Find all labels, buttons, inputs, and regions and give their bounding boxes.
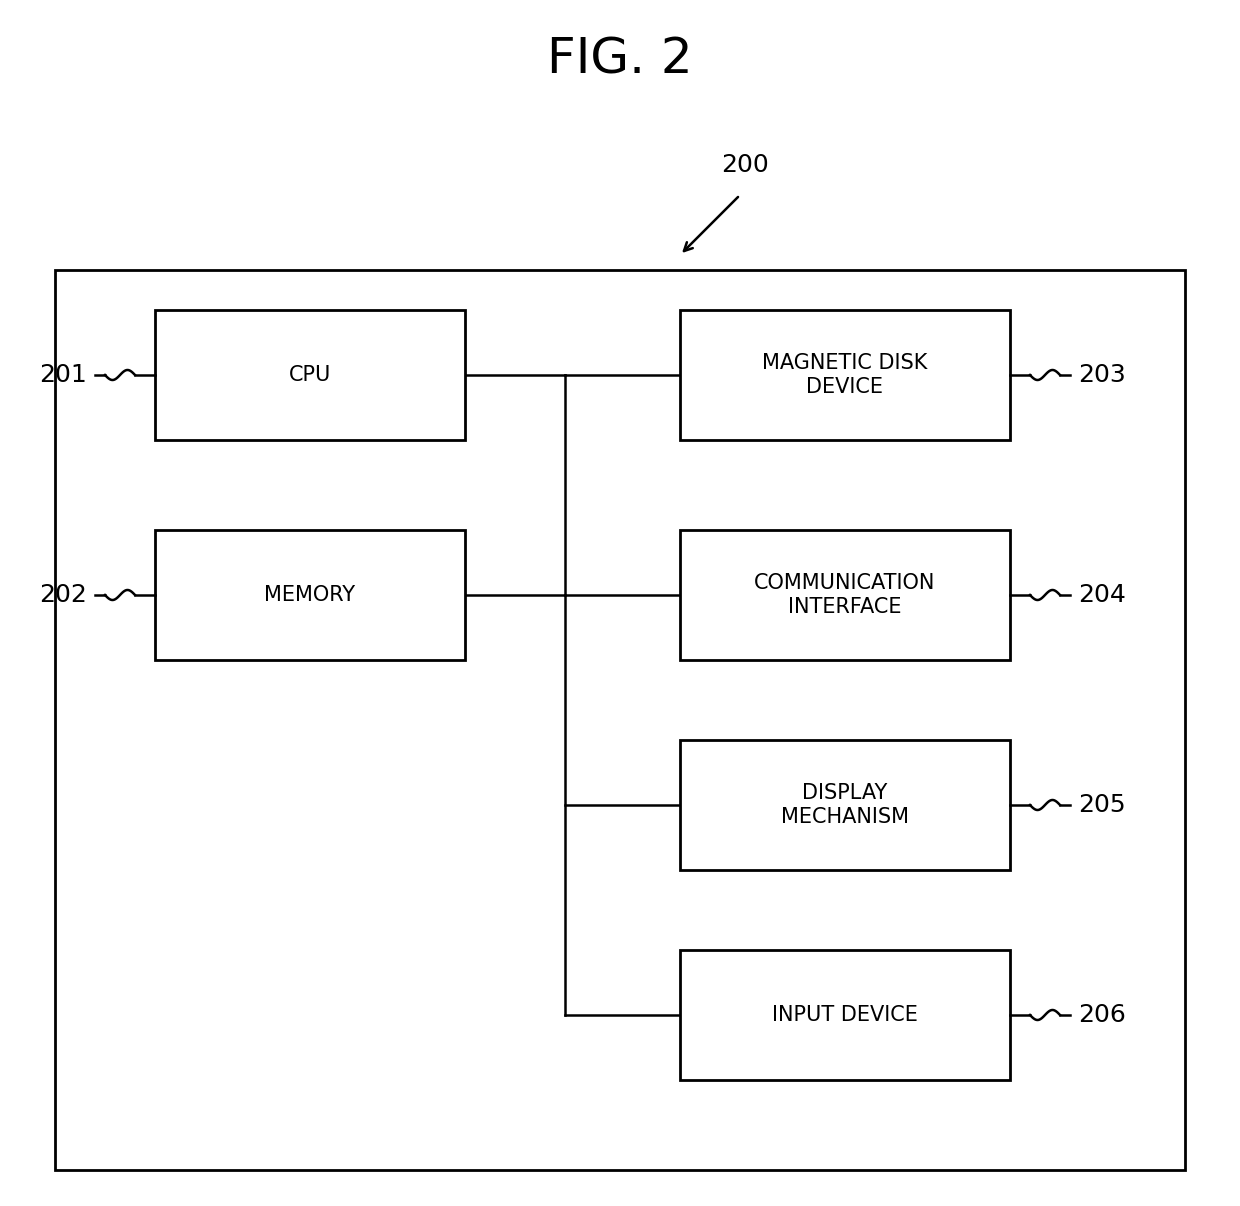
- Text: 206: 206: [1078, 1003, 1126, 1028]
- Text: DISPLAY
MECHANISM: DISPLAY MECHANISM: [781, 784, 909, 826]
- Text: COMMUNICATION
INTERFACE: COMMUNICATION INTERFACE: [754, 573, 936, 616]
- Text: 201: 201: [40, 363, 87, 387]
- Bar: [680, 310, 1011, 440]
- Bar: [155, 529, 465, 660]
- Text: CPU: CPU: [289, 365, 331, 385]
- Text: 200: 200: [722, 153, 769, 177]
- Text: MEMORY: MEMORY: [264, 585, 356, 605]
- Bar: [680, 740, 1011, 870]
- Text: 204: 204: [1078, 582, 1126, 607]
- Text: FIG. 2: FIG. 2: [547, 36, 693, 84]
- Bar: [55, 270, 1185, 1170]
- Text: MAGNETIC DISK
DEVICE: MAGNETIC DISK DEVICE: [763, 353, 928, 397]
- Text: 203: 203: [1078, 363, 1126, 387]
- Text: 205: 205: [1078, 794, 1126, 816]
- Bar: [155, 310, 465, 440]
- Bar: [680, 950, 1011, 1081]
- Bar: [680, 529, 1011, 660]
- Text: INPUT DEVICE: INPUT DEVICE: [773, 1005, 918, 1025]
- Text: 202: 202: [40, 582, 87, 607]
